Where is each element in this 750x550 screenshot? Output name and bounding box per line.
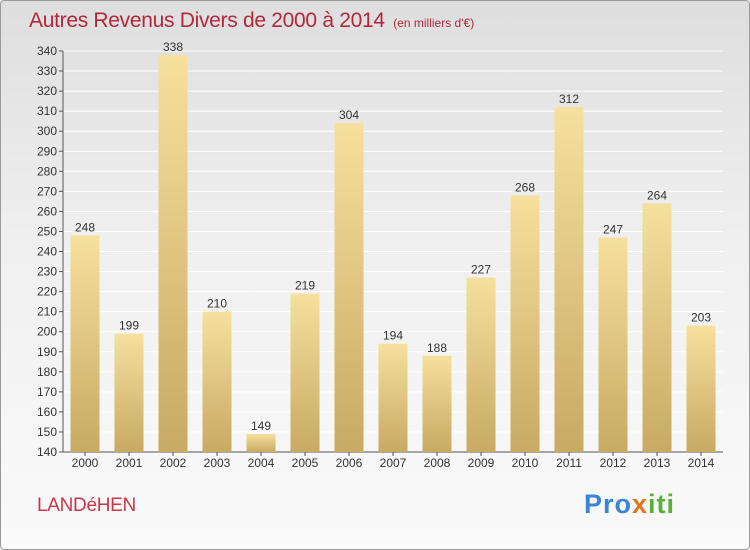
y-tick-label: 310 — [37, 104, 57, 118]
bars — [70, 55, 716, 453]
commune-name: LANDéHEN — [37, 495, 136, 516]
x-tick-label: 2003 — [204, 456, 231, 470]
bar — [686, 325, 716, 452]
bar — [642, 203, 672, 452]
x-tick-label: 2000 — [72, 456, 99, 470]
logo-part-1: Pro — [584, 489, 633, 519]
data-label: 268 — [515, 180, 535, 194]
bar — [554, 107, 584, 452]
data-label: 199 — [119, 319, 139, 333]
data-label: 194 — [383, 329, 403, 343]
y-tick-label: 170 — [37, 385, 57, 399]
bar — [158, 55, 188, 452]
y-tick-label: 140 — [37, 445, 57, 459]
y-tick-label: 290 — [37, 144, 57, 158]
logo-part-2: x — [632, 489, 649, 519]
y-tick-label: 280 — [37, 164, 57, 178]
y-tick-label: 230 — [37, 265, 57, 279]
bar — [422, 355, 452, 452]
y-tick-label: 150 — [37, 425, 57, 439]
x-tick-label: 2001 — [116, 456, 143, 470]
x-tick-label: 2002 — [160, 456, 187, 470]
x-tick-label: 2014 — [688, 456, 715, 470]
data-label: 304 — [339, 108, 359, 122]
y-tick-label: 240 — [37, 245, 57, 259]
data-label: 219 — [295, 279, 315, 293]
y-tick-label: 330 — [37, 64, 57, 78]
data-label: 248 — [75, 220, 95, 234]
y-tick-label: 320 — [37, 84, 57, 98]
bar — [114, 333, 144, 452]
bar — [334, 123, 364, 453]
x-tick-label: 2008 — [424, 456, 451, 470]
bar — [378, 343, 408, 452]
bar — [202, 311, 232, 452]
data-label: 210 — [207, 297, 227, 311]
proxiti-logo[interactable]: Proxiti — [584, 489, 675, 520]
x-tick-label: 2009 — [468, 456, 495, 470]
logo-part-3: iti — [648, 489, 676, 519]
data-label: 312 — [559, 92, 579, 106]
axes: 140 150 160 170 180 190 200 210 220 230 240 250 260 2… — [37, 44, 723, 470]
data-label: 264 — [647, 188, 667, 202]
data-label: 247 — [603, 222, 623, 236]
x-tick-label: 2006 — [336, 456, 363, 470]
bar — [290, 293, 320, 452]
x-tick-label: 2007 — [380, 456, 407, 470]
bar — [466, 277, 496, 452]
y-tick-label: 300 — [37, 124, 57, 138]
y-tick-label: 200 — [37, 325, 57, 339]
y-tick-label: 250 — [37, 224, 57, 238]
data-label: 227 — [471, 263, 491, 277]
x-tick-label: 2005 — [292, 456, 319, 470]
y-tick-label: 210 — [37, 305, 57, 319]
bar — [598, 237, 628, 452]
y-tick-label: 270 — [37, 184, 57, 198]
y-tick-label: 190 — [37, 345, 57, 359]
y-tick-label: 340 — [37, 44, 57, 58]
y-tick-label: 180 — [37, 365, 57, 379]
data-labels: 248 199 338 210 149 219 304 194 188 227 268 312 247 2… — [75, 40, 711, 433]
y-tick-label: 160 — [37, 405, 57, 419]
bar — [510, 195, 540, 453]
x-tick-label: 2010 — [512, 456, 539, 470]
x-tick-label: 2011 — [556, 456, 582, 470]
data-label: 149 — [251, 419, 271, 433]
x-tick-label: 2013 — [644, 456, 671, 470]
y-tick-label: 260 — [37, 204, 57, 218]
x-tick-label: 2004 — [248, 456, 275, 470]
bar — [246, 433, 276, 452]
y-tick-label: 220 — [37, 285, 57, 299]
data-label: 338 — [163, 40, 183, 54]
chart-title-unit: (en milliers d'€) — [393, 16, 475, 30]
x-tick-label: 2012 — [600, 456, 627, 470]
data-label: 203 — [691, 311, 711, 325]
bar — [70, 235, 100, 452]
chart-title: Autres Revenus Divers de 2000 à 2014 (en… — [29, 9, 474, 33]
data-label: 188 — [427, 341, 447, 355]
chart-title-main: Autres Revenus Divers de 2000 à 2014 — [29, 9, 385, 32]
